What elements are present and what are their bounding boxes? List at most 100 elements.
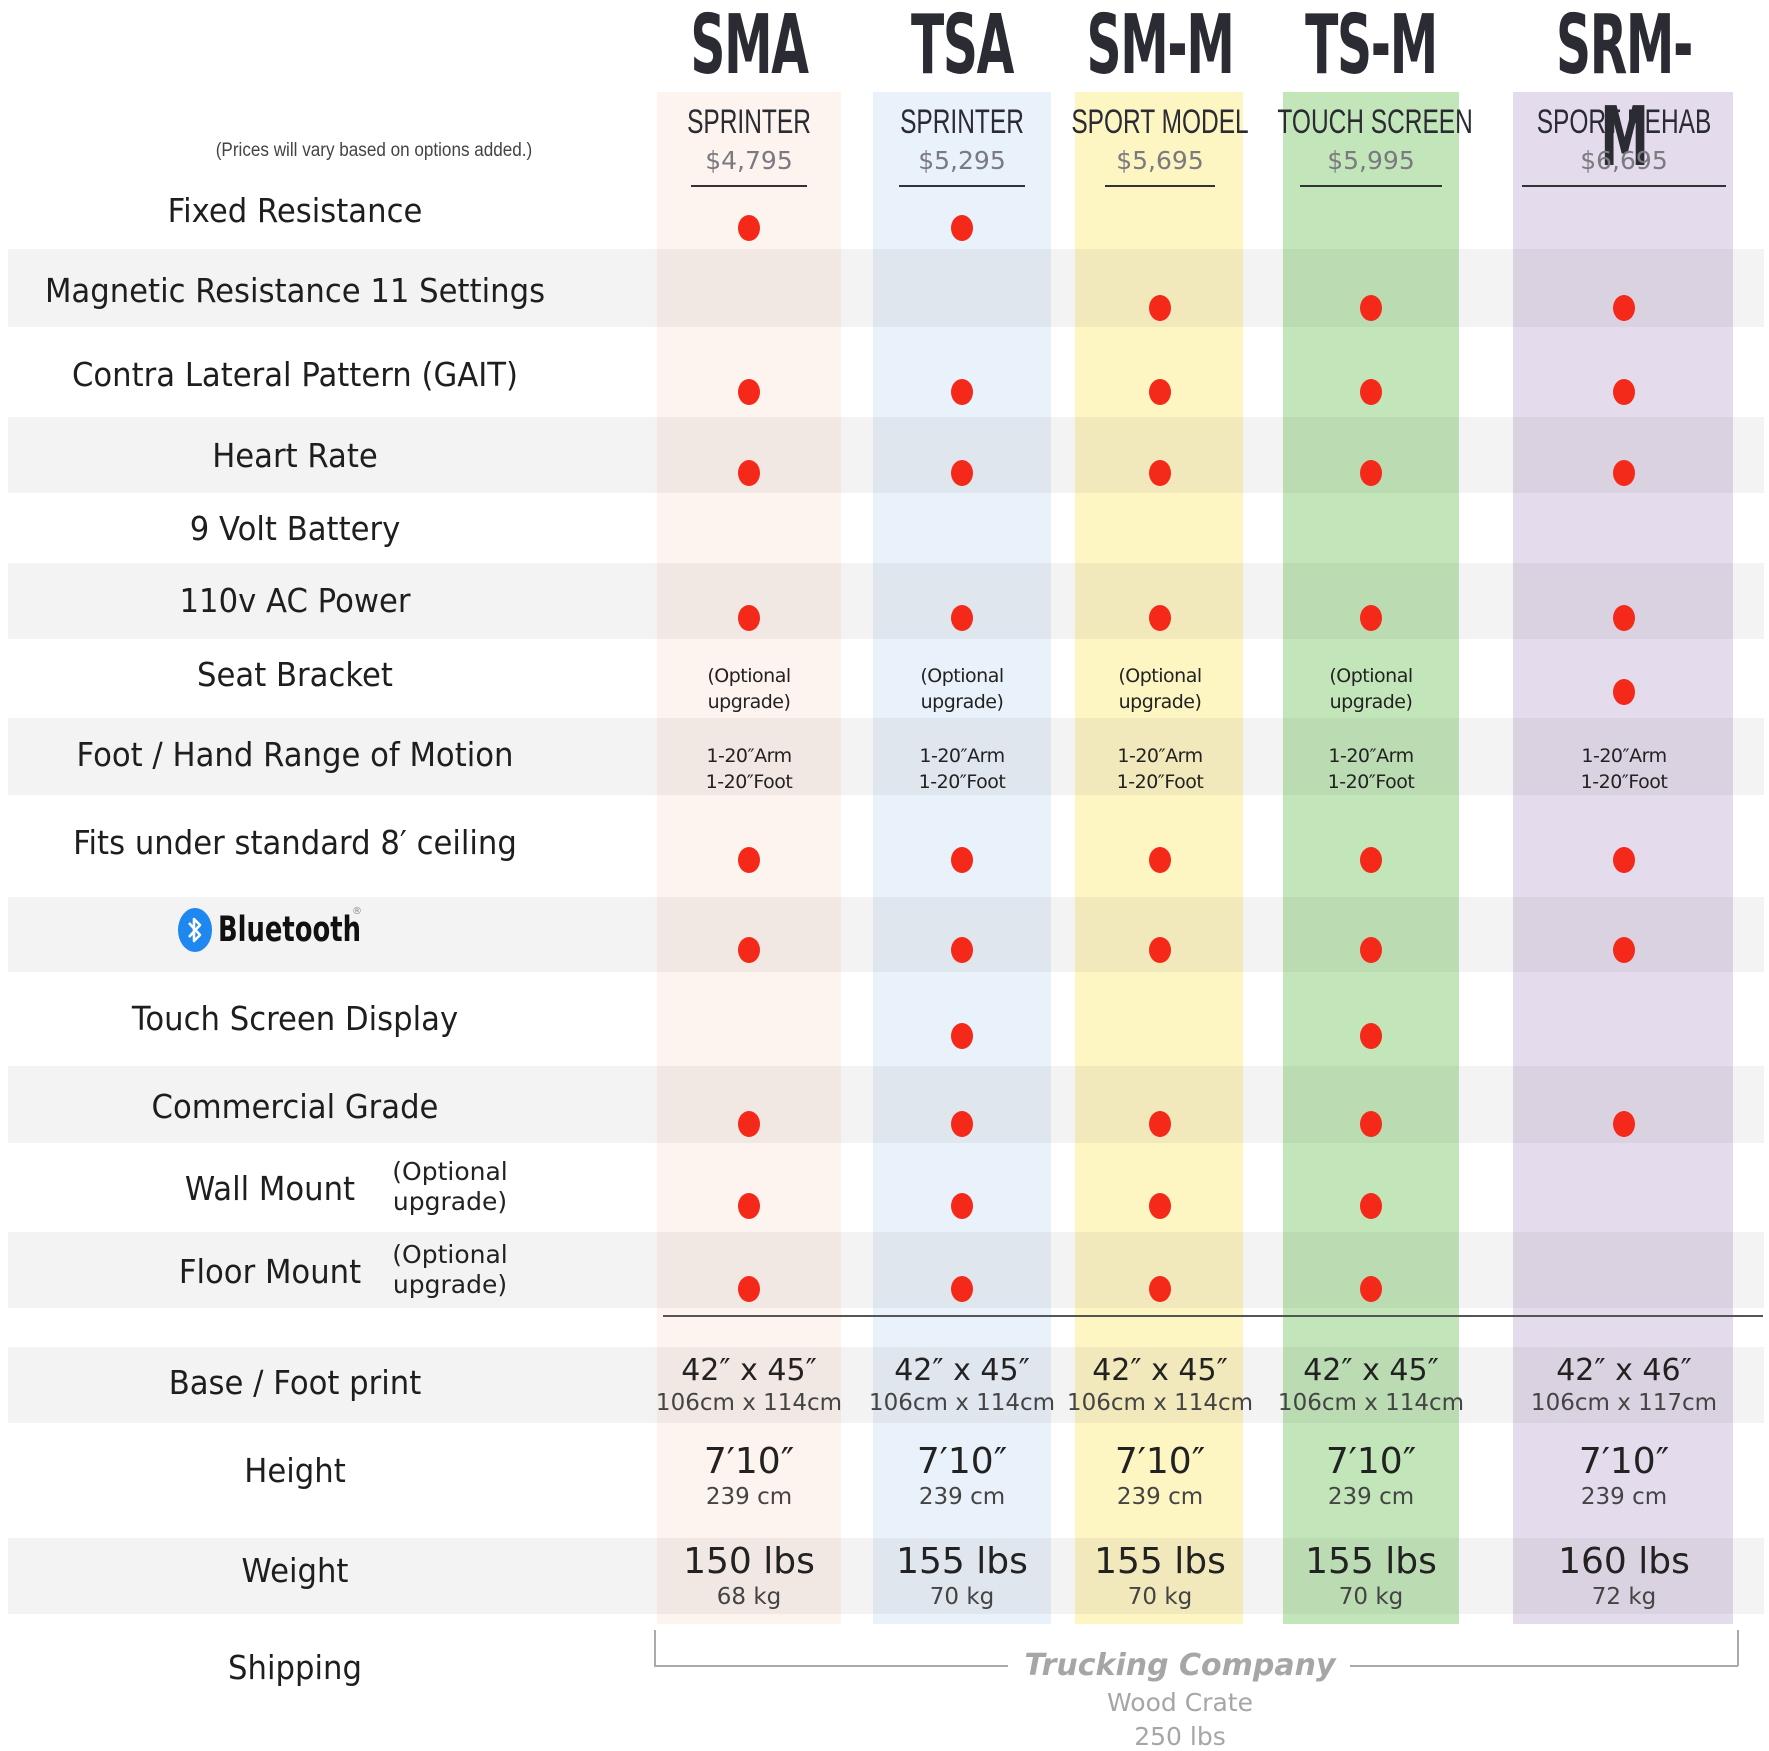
optional-upgrade-note: (Optional upgrade): [392, 1240, 508, 1299]
spec-value-main: 42″ x 45″: [894, 1353, 1030, 1388]
feature-label: Fixed Resistance: [167, 191, 423, 230]
section-divider: [663, 1315, 1763, 1317]
included-dot-icon: [1360, 1111, 1382, 1137]
row-band: [8, 417, 1764, 493]
shipping-packaging: Wood Crate: [1107, 1688, 1253, 1717]
shipping-bracket-line: [654, 1665, 1008, 1667]
shipping-weight: 250 lbs: [1134, 1722, 1226, 1751]
included-dot-icon: [1149, 1111, 1171, 1137]
model-price: $4,795: [705, 146, 793, 175]
cell-text: 1-20″Arm 1-20″Foot: [918, 745, 1006, 793]
spec-label: Base / Foot print: [168, 1363, 422, 1402]
included-dot-icon: [951, 605, 973, 631]
row-band: [8, 1232, 1764, 1308]
included-dot-icon: [951, 379, 973, 405]
included-dot-icon: [951, 937, 973, 963]
included-dot-icon: [738, 460, 760, 486]
model-name: SPRINTER: [900, 103, 1024, 141]
included-dot-icon: [1360, 1193, 1382, 1219]
feature-label: Seat Bracket: [197, 655, 393, 694]
feature-label: Wall Mount: [184, 1169, 356, 1208]
included-dot-icon: [1149, 605, 1171, 631]
cell-text: (Optional upgrade): [1329, 665, 1413, 713]
included-dot-icon: [951, 1193, 973, 1219]
feature-label: Contra Lateral Pattern (GAIT): [71, 355, 519, 394]
included-dot-icon: [1360, 1023, 1382, 1049]
spec-value-main: 7′10″: [1325, 1441, 1417, 1482]
model-price: $5,295: [918, 146, 1006, 175]
included-dot-icon: [1360, 295, 1382, 321]
included-dot-icon: [1149, 1193, 1171, 1219]
model-name: SPORT MODEL: [1071, 103, 1249, 141]
spec-value-main: 160 lbs: [1558, 1541, 1690, 1582]
model-code-sm-m: SM-M: [1086, 0, 1235, 93]
feature-label: Fits under standard 8′ ceiling: [73, 823, 517, 862]
model-price: $5,995: [1327, 146, 1415, 175]
spec-value-main: 7′10″: [1114, 1441, 1206, 1482]
row-band: [8, 897, 1764, 972]
model-name: SPRINTER: [687, 103, 811, 141]
cell-text: 1-20″Arm 1-20″Foot: [1116, 745, 1204, 793]
feature-label: Foot / Hand Range of Motion: [76, 735, 514, 774]
model-code-ts-m: TS-M: [1305, 0, 1438, 93]
header-underline: [899, 185, 1025, 187]
model-code-srm-m: SRM-M: [1556, 0, 1693, 185]
model-price: $6,695: [1580, 146, 1668, 175]
header-underline: [1300, 185, 1442, 187]
spec-value-main: 7′10″: [703, 1441, 795, 1482]
spec-value-main: 42″ x 45″: [1092, 1353, 1228, 1388]
header-underline: [1522, 185, 1726, 187]
spec-value-sub: 70 kg: [929, 1584, 995, 1610]
included-dot-icon: [738, 1276, 760, 1302]
included-dot-icon: [1149, 937, 1171, 963]
included-dot-icon: [951, 215, 973, 241]
spec-value-sub: 239 cm: [705, 1484, 793, 1510]
bluetooth-logo: Bluetooth ®: [178, 906, 392, 952]
feature-label: 110v AC Power: [179, 581, 411, 620]
included-dot-icon: [1613, 1111, 1635, 1137]
spec-value-main: 42″ x 45″: [681, 1353, 817, 1388]
included-dot-icon: [738, 937, 760, 963]
included-dot-icon: [951, 460, 973, 486]
included-dot-icon: [1613, 460, 1635, 486]
spec-label: Weight: [241, 1551, 349, 1590]
included-dot-icon: [738, 847, 760, 873]
cell-text: (Optional upgrade): [707, 665, 791, 713]
cell-text: (Optional upgrade): [1118, 665, 1202, 713]
included-dot-icon: [951, 1276, 973, 1302]
row-band: [8, 249, 1764, 327]
spec-value-main: 42″ x 45″: [1303, 1353, 1439, 1388]
included-dot-icon: [738, 1193, 760, 1219]
included-dot-icon: [738, 605, 760, 631]
optional-upgrade-note: (Optional upgrade): [392, 1157, 508, 1216]
spec-value-sub: 239 cm: [1116, 1484, 1204, 1510]
included-dot-icon: [951, 1023, 973, 1049]
included-dot-icon: [1360, 847, 1382, 873]
included-dot-icon: [1613, 295, 1635, 321]
included-dot-icon: [1613, 679, 1635, 705]
bluetooth-label: Bluetooth: [218, 910, 361, 950]
model-name: TOUCH SCREEN: [1277, 103, 1473, 141]
spec-value-sub: 239 cm: [1327, 1484, 1415, 1510]
feature-label: Floor Mount: [178, 1252, 362, 1291]
included-dot-icon: [1149, 1276, 1171, 1302]
row-band: [8, 563, 1764, 639]
included-dot-icon: [1360, 937, 1382, 963]
shipping-bracket-left: [654, 1630, 656, 1666]
bluetooth-icon: [178, 908, 212, 952]
included-dot-icon: [1613, 605, 1635, 631]
included-dot-icon: [738, 215, 760, 241]
row-band: [8, 1347, 1764, 1423]
feature-label: Touch Screen Display: [131, 999, 459, 1038]
model-price: $5,695: [1116, 146, 1204, 175]
included-dot-icon: [1149, 460, 1171, 486]
spec-label: Height: [244, 1451, 346, 1490]
spec-value-main: 155 lbs: [1305, 1541, 1437, 1582]
spec-value-sub: 239 cm: [1580, 1484, 1668, 1510]
feature-label: 9 Volt Battery: [189, 509, 401, 548]
included-dot-icon: [951, 1111, 973, 1137]
included-dot-icon: [1360, 605, 1382, 631]
spec-value-sub: 106cm x 117cm: [1530, 1390, 1718, 1416]
spec-value-sub: 68 kg: [716, 1584, 782, 1610]
spec-value-main: 155 lbs: [896, 1541, 1028, 1582]
